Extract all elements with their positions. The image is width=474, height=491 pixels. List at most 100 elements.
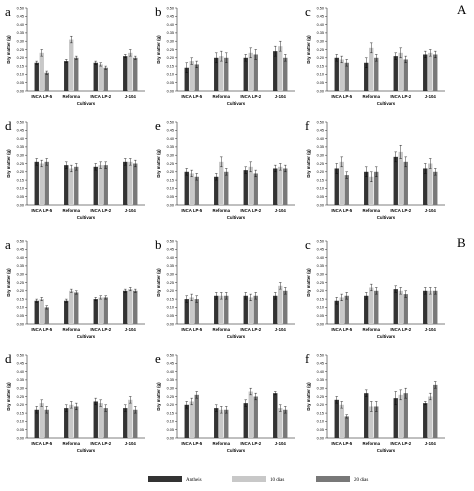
- bar-10-dias-j-104: [128, 52, 133, 91]
- y-tick-label: 0.50: [317, 353, 324, 357]
- y-axis-title: Dry matter (g): [306, 382, 311, 411]
- bar-antheis-inca-lp-5: [334, 300, 339, 324]
- bar-20-dias-inca-lp-5: [194, 176, 199, 205]
- legend-swatch-10-dias: [232, 476, 266, 482]
- bar-20-dias-inca-lp-2: [253, 396, 258, 438]
- bar-antheis-j-104: [123, 290, 128, 324]
- bar-10-dias-inca-lp-5: [339, 297, 344, 324]
- y-axis-title: Dry matter (g): [306, 35, 311, 64]
- bar-20-dias-j-104: [283, 57, 288, 91]
- category-label-reforma: Reforma: [363, 441, 381, 446]
- y-tick-label: 0.10: [167, 187, 174, 191]
- y-tick-label: 0.15: [17, 178, 24, 182]
- y-tick-label: 0.05: [317, 428, 324, 432]
- bar-10-dias-reforma: [219, 56, 224, 91]
- y-tick-label: 0.15: [317, 411, 324, 415]
- y-tick-label: 0.05: [167, 195, 174, 199]
- bar-antheis-inca-lp-2: [93, 299, 98, 324]
- y-tick-label: 0.20: [317, 170, 324, 174]
- y-tick-label: 0.35: [167, 31, 174, 35]
- x-axis-title: Cultivars: [77, 101, 96, 106]
- bar-20-dias-inca-lp-5: [344, 175, 349, 205]
- y-tick-label: 0.45: [167, 248, 174, 252]
- y-tick-label: 0.50: [167, 6, 174, 10]
- bar-20-dias-reforma: [74, 406, 79, 438]
- panel-letter: c: [305, 237, 311, 252]
- panel-letter: b: [155, 237, 162, 252]
- y-tick-label: 0.50: [17, 353, 24, 357]
- bar-10-dias-j-104: [128, 289, 133, 324]
- bar-10-dias-inca-lp-2: [248, 297, 253, 324]
- bar-20-dias-reforma: [374, 290, 379, 324]
- y-tick-label: 0.35: [17, 264, 24, 268]
- category-label-inca-lp-2: INCA LP-2: [90, 208, 111, 213]
- legend-swatch-20-dias: [316, 476, 350, 482]
- bar-10-dias-inca-lp-5: [39, 52, 44, 91]
- category-label-reforma: Reforma: [213, 208, 231, 213]
- y-tick-label: 0.50: [17, 120, 24, 124]
- y-axis-title: Dry matter (g): [6, 268, 11, 297]
- y-tick-label: 0.05: [167, 81, 174, 85]
- y-tick-label: 0.30: [167, 387, 174, 391]
- y-tick-label: 0.00: [317, 322, 324, 326]
- bar-antheis-inca-lp-2: [393, 56, 398, 91]
- bar-20-dias-j-104: [433, 54, 438, 91]
- y-tick-label: 0.25: [167, 162, 174, 166]
- bar-20-dias-reforma: [224, 409, 229, 438]
- category-label-reforma: Reforma: [363, 94, 381, 99]
- bar-antheis-inca-lp-5: [34, 62, 39, 91]
- panel-letter: d: [5, 118, 12, 133]
- y-tick-label: 0.30: [167, 40, 174, 44]
- category-label-inca-lp-5: INCA LP-5: [181, 208, 202, 213]
- chart-panels: a 0.00 0.05 0.10 0.15 0.20 0.25 0.30 0.35 0.40 0.4…: [5, 4, 445, 453]
- y-tick-label: 0.30: [17, 387, 24, 391]
- bar-antheis-inca-lp-2: [243, 403, 248, 438]
- x-axis-title: Cultivars: [227, 215, 246, 220]
- bar-10-dias-j-104: [278, 285, 283, 324]
- panel-letter: d: [5, 351, 12, 366]
- y-tick-label: 0.45: [167, 15, 174, 19]
- y-axis-title: Dry matter (g): [306, 149, 311, 178]
- y-tick-label: 0.00: [17, 436, 24, 440]
- y-tick-label: 0.50: [167, 353, 174, 357]
- chart-panel-1: a 0.00 0.05 0.10 0.15 0.20 0.25 0.30 0.35 0.40 0.4…: [5, 4, 145, 106]
- bar-antheis-reforma: [64, 408, 69, 438]
- bar-antheis-inca-lp-5: [34, 409, 39, 438]
- y-tick-label: 0.50: [317, 239, 324, 243]
- category-label-inca-lp-2: INCA LP-2: [90, 441, 111, 446]
- y-tick-label: 0.05: [17, 195, 24, 199]
- bar-10-dias-inca-lp-5: [339, 161, 344, 205]
- bar-20-dias-j-104: [133, 409, 138, 438]
- y-axis-title: Dry matter (g): [156, 382, 161, 411]
- y-tick-label: 0.00: [17, 322, 24, 326]
- y-tick-label: 0.10: [17, 73, 24, 77]
- y-tick-label: 0.45: [17, 362, 24, 366]
- chart-panel-12: f 0.00 0.05 0.10 0.15 0.20 0.25 0.30 0.35 0.40 0.4…: [305, 351, 445, 453]
- y-tick-label: 0.45: [167, 362, 174, 366]
- legend-swatch-antheis: [148, 476, 182, 482]
- bar-20-dias-inca-lp-5: [344, 295, 349, 324]
- y-tick-label: 0.25: [167, 395, 174, 399]
- y-tick-label: 0.50: [17, 6, 24, 10]
- y-tick-label: 0.10: [167, 73, 174, 77]
- group-label-b: B: [457, 235, 466, 250]
- x-axis-title: Cultivars: [227, 448, 246, 453]
- panel-letter: f: [305, 351, 310, 366]
- category-label-reforma: Reforma: [213, 441, 231, 446]
- bar-20-dias-j-104: [283, 290, 288, 324]
- bar-antheis-inca-lp-2: [393, 156, 398, 205]
- bar-10-dias-reforma: [69, 168, 74, 205]
- category-label-inca-lp-2: INCA LP-2: [240, 94, 261, 99]
- y-tick-label: 0.15: [17, 411, 24, 415]
- chart-panel-10: d 0.00 0.05 0.10 0.15 0.20 0.25 0.30 0.35 0.40 0.4…: [5, 351, 145, 453]
- legend: Antheis 10 dias 20 dias: [148, 476, 368, 483]
- bar-10-dias-inca-lp-5: [189, 297, 194, 324]
- y-tick-label: 0.20: [17, 170, 24, 174]
- bar-antheis-reforma: [214, 176, 219, 205]
- bar-10-dias-reforma: [369, 406, 374, 438]
- y-tick-label: 0.25: [17, 395, 24, 399]
- y-tick-label: 0.50: [317, 6, 324, 10]
- y-tick-label: 0.05: [317, 314, 324, 318]
- y-tick-label: 0.35: [317, 264, 324, 268]
